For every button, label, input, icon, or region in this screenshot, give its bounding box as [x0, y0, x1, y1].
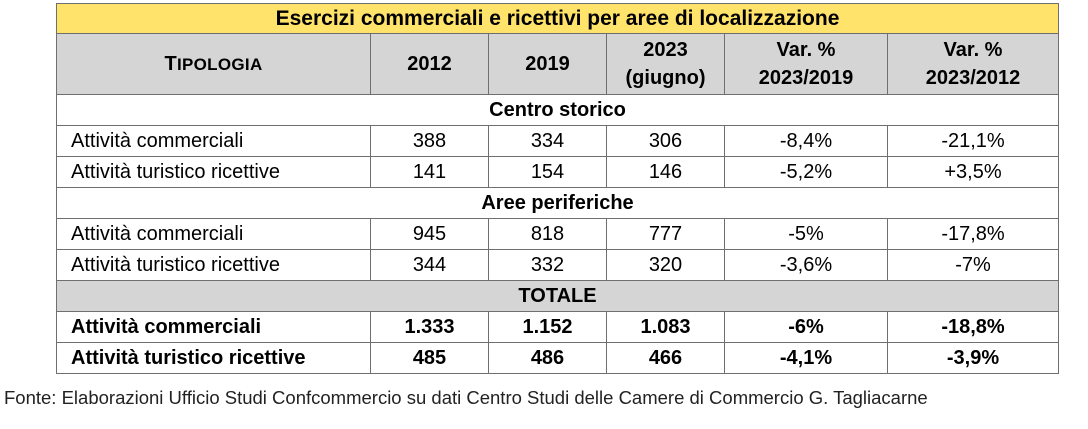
cell-var-2023-2012: -3,9%	[886, 342, 1060, 374]
cell-var-2023-2019: -5,2%	[724, 156, 888, 188]
cell-var-2023-2012: +3,5%	[886, 156, 1060, 188]
source-note: Fonte: Elaborazioni Ufficio Studi Confco…	[4, 387, 928, 408]
header-row: TIPOLOGIA 2012 2019 2023 (giugno) Var. % 2…	[56, 33, 1060, 95]
table-row: Attività turistico ricettive 344 332 320 -3,…	[56, 249, 1060, 281]
cell-2019: 1.152	[488, 311, 607, 343]
table-row: Attività turistico ricettive 485 486 466 -4,…	[56, 342, 1060, 374]
section-row: Centro storico	[55, 94, 1060, 126]
cell-2023: 306	[606, 125, 725, 157]
cell-2019: 818	[488, 218, 607, 250]
table-row: Attività commerciali 1.333 1.152 1.083 -6% -1…	[56, 311, 1060, 343]
cell-2019: 332	[488, 249, 607, 281]
cell-2023: 1.083	[606, 311, 725, 343]
header-2023-note: (giugno)	[625, 67, 706, 89]
table-row: Attività turistico ricettive 141 154 146 -5,…	[56, 156, 1060, 188]
cell-2012: 1.333	[370, 311, 489, 343]
section-title: TOTALE	[55, 280, 1060, 312]
data-table-container: Esercizi commerciali e ricettivi per are…	[55, 3, 1060, 374]
cell-2019: 486	[488, 342, 607, 374]
cell-var-2023-2012: -17,8%	[886, 218, 1060, 250]
header-tipologia: TIPOLOGIA	[56, 33, 371, 95]
cell-2019: 334	[488, 125, 607, 157]
header-2023: 2023 (giugno)	[606, 33, 725, 95]
row-label: Attività turistico ricettive	[56, 249, 371, 281]
cell-2012: 388	[370, 125, 489, 157]
table-title: Esercizi commerciali e ricettivi per are…	[55, 3, 1060, 34]
cell-2023: 466	[606, 342, 725, 374]
header-var-2023-2012: Var. % 2023/2012	[886, 33, 1060, 95]
section-title: Aree periferiche	[55, 187, 1060, 219]
cell-2012: 141	[370, 156, 489, 188]
row-label: Attività commerciali	[56, 125, 371, 157]
cell-2023: 777	[606, 218, 725, 250]
header-tipologia-label: TIPOLOGIA	[164, 52, 263, 75]
row-label: Attività turistico ricettive	[56, 156, 371, 188]
header-2019: 2019	[488, 33, 607, 95]
cell-2012: 485	[370, 342, 489, 374]
table-row: Attività commerciali 388 334 306 -8,4% -21,1%	[56, 125, 1060, 157]
cell-var-2023-2019: -5%	[724, 218, 888, 250]
section-row: Aree periferiche	[55, 187, 1060, 219]
cell-var-2023-2019: -4,1%	[724, 342, 888, 374]
table-row: Attività commerciali 945 818 777 -5% -17,8%	[56, 218, 1060, 250]
table-title-row: Esercizi commerciali e ricettivi per are…	[55, 3, 1060, 34]
cell-2023: 320	[606, 249, 725, 281]
header-var-2023-2019: Var. % 2023/2019	[724, 33, 888, 95]
cell-2012: 344	[370, 249, 489, 281]
cell-var-2023-2012: -21,1%	[886, 125, 1060, 157]
cell-2019: 154	[488, 156, 607, 188]
data-table: Esercizi commerciali e ricettivi per are…	[55, 3, 1060, 374]
cell-var-2023-2012: -18,8%	[886, 311, 1060, 343]
header-var2-label: Var. %	[943, 39, 1003, 61]
row-label: Attività commerciali	[56, 218, 371, 250]
header-var2-period: 2023/2012	[925, 67, 1021, 89]
cell-var-2023-2019: -6%	[724, 311, 888, 343]
header-var1-period: 2023/2019	[758, 67, 854, 89]
section-title: Centro storico	[55, 94, 1060, 126]
row-label: Attività turistico ricettive	[56, 342, 371, 374]
header-var1-label: Var. %	[776, 39, 836, 61]
cell-2023: 146	[606, 156, 725, 188]
cell-var-2023-2012: -7%	[886, 249, 1060, 281]
section-row: TOTALE	[55, 280, 1060, 312]
header-2023-year: 2023	[643, 39, 688, 61]
cell-var-2023-2019: -8,4%	[724, 125, 888, 157]
row-label: Attività commerciali	[56, 311, 371, 343]
header-2012: 2012	[370, 33, 489, 95]
cell-var-2023-2019: -3,6%	[724, 249, 888, 281]
cell-2012: 945	[370, 218, 489, 250]
